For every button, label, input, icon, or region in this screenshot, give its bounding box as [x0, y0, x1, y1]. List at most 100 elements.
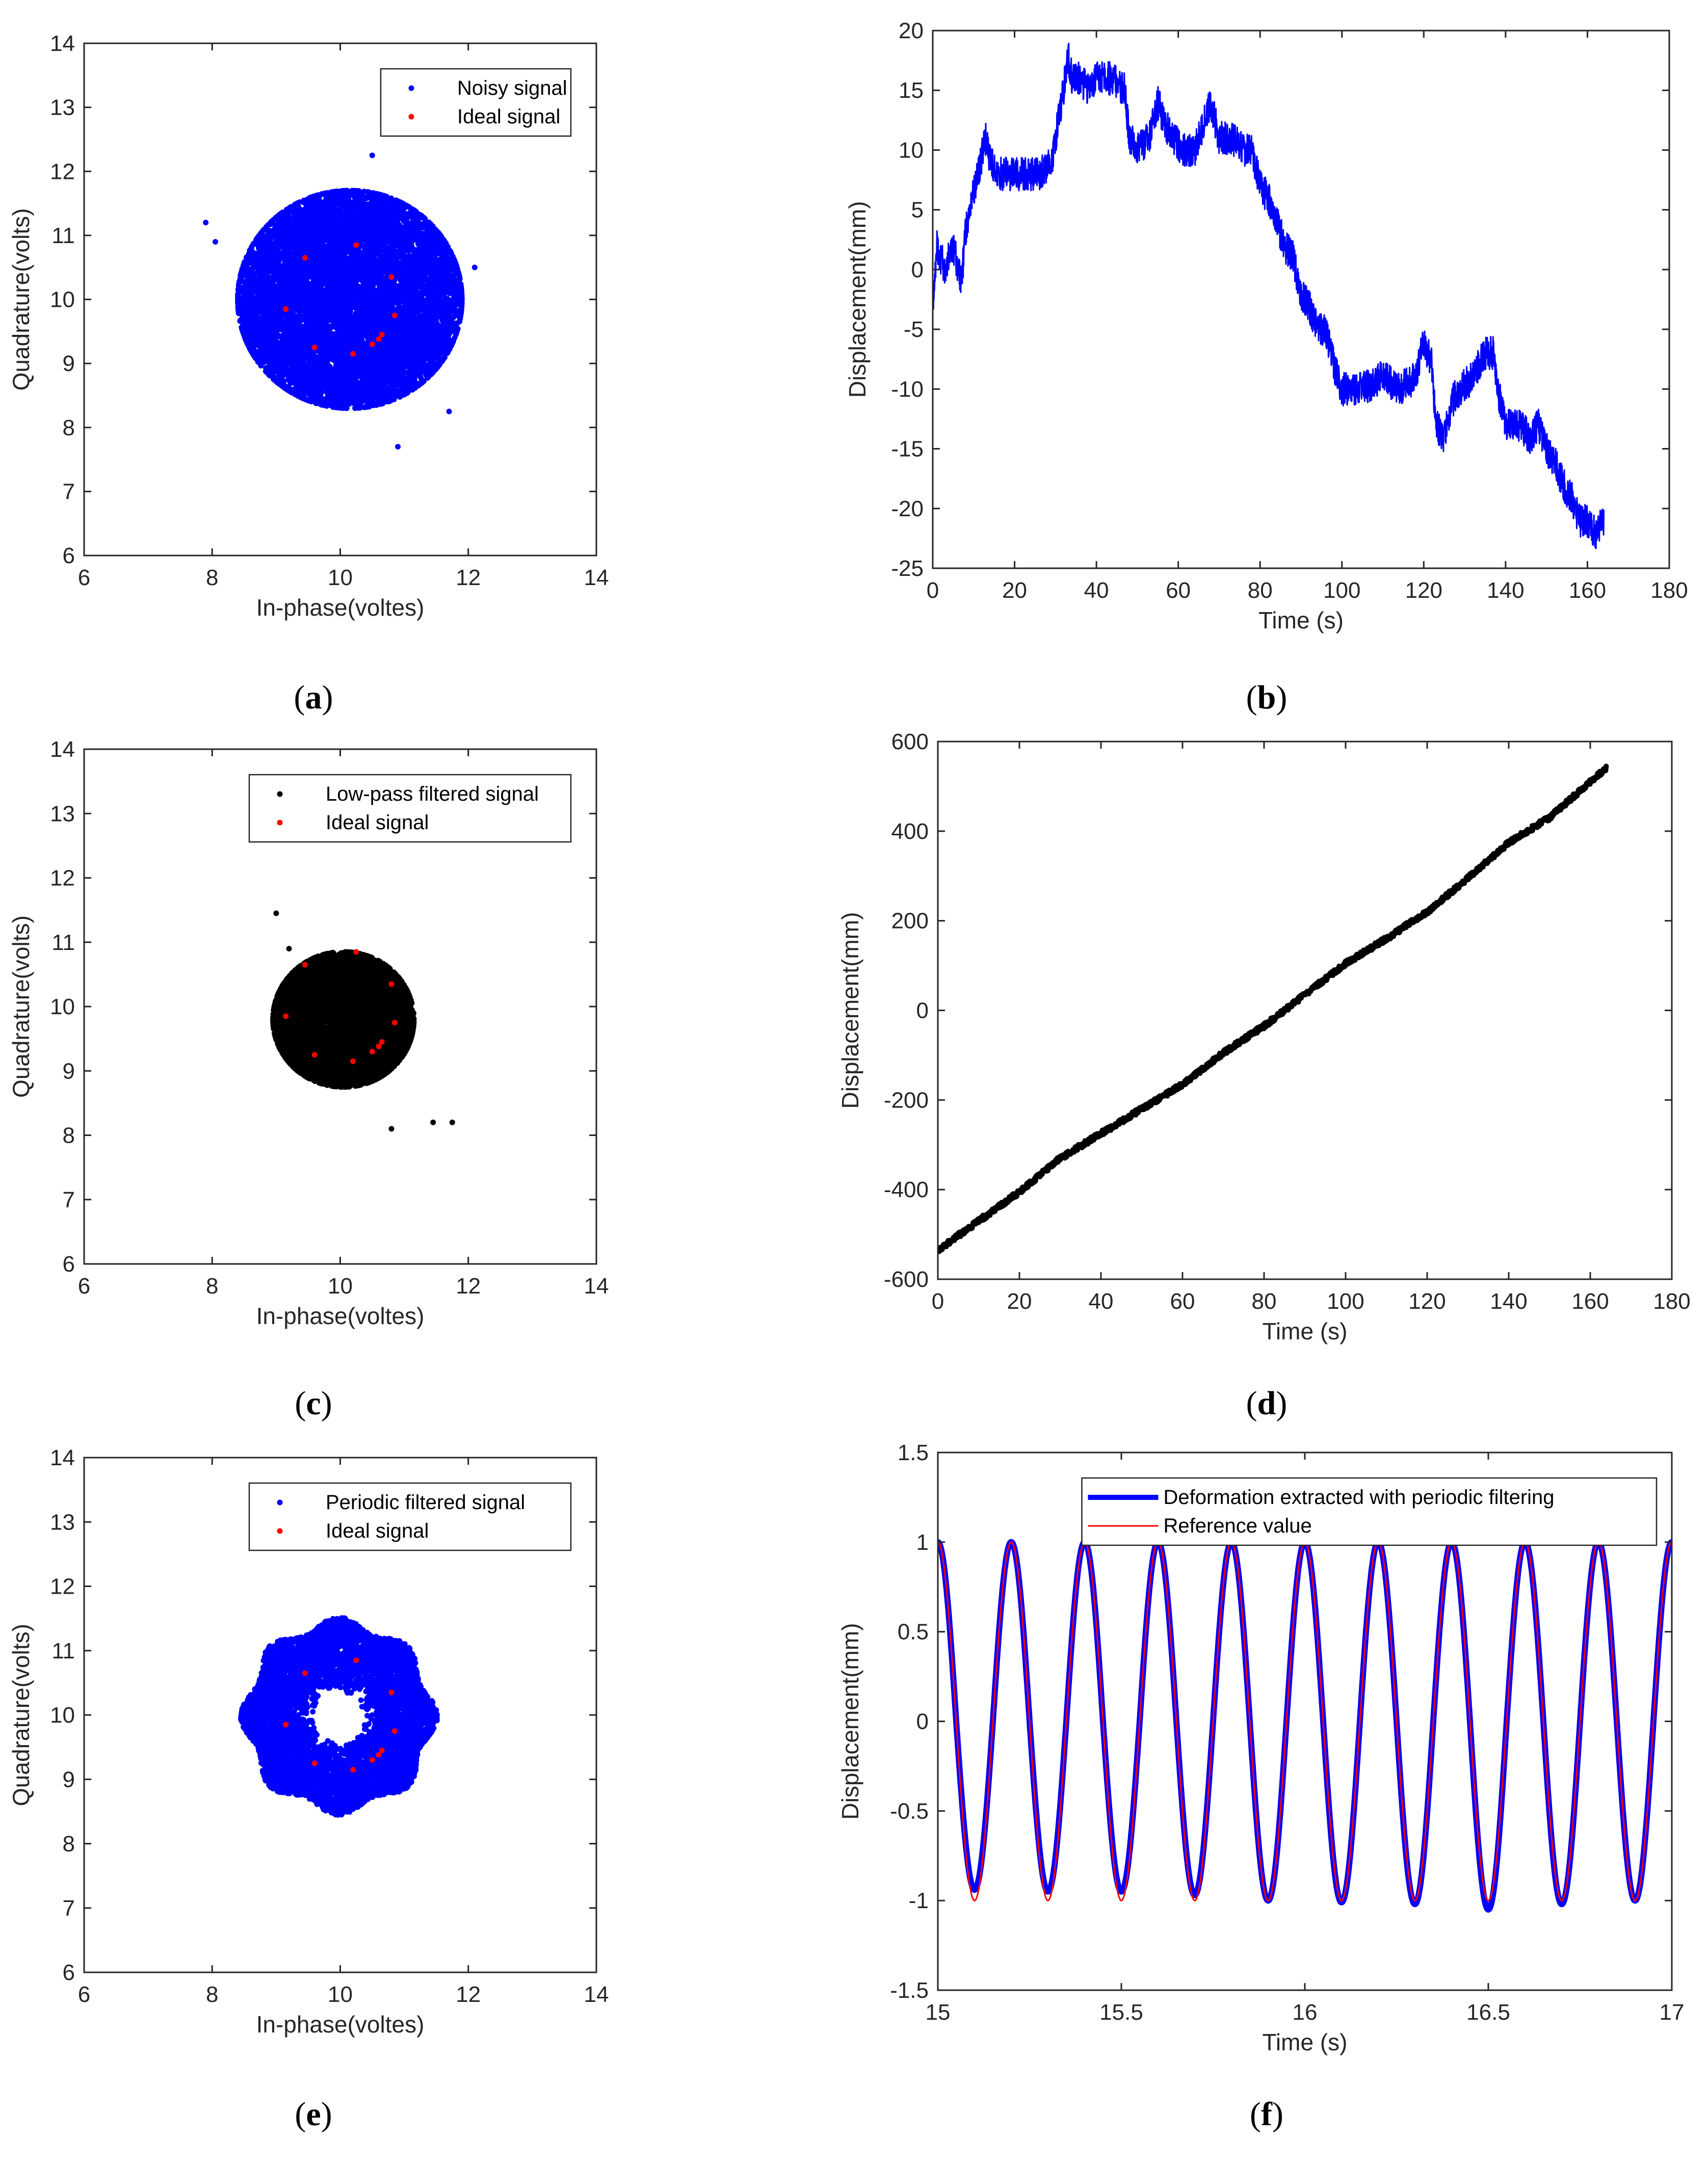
data-layer	[238, 1615, 440, 1818]
legend: Deformation extracted with periodic filt…	[1081, 1477, 1658, 1546]
y-axis-label: Displacement(mm)	[837, 1623, 863, 1820]
panel-c: 6 8 10 12 14 6 7 8 9 10 11 12 13 14 In-phase(voltes) Qu…	[8, 737, 609, 1422]
y-tick-label: -400	[884, 1177, 929, 1202]
y-tick-label: 13	[50, 95, 75, 120]
x-tick-label: 0	[932, 1289, 944, 1314]
caption-open: (	[1246, 679, 1257, 716]
caption-letter: b	[1257, 679, 1276, 716]
ideal-point	[369, 1757, 375, 1763]
x-tick-label: 12	[456, 565, 481, 590]
caption-letter: f	[1261, 2096, 1273, 2133]
series-1	[238, 1615, 440, 1818]
series-1	[203, 152, 478, 450]
y-tick-label: 10	[899, 138, 924, 163]
series-1	[270, 910, 455, 1132]
legend: Low-pass filtered signal Ideal signal	[248, 774, 572, 843]
series-2	[283, 1657, 398, 1773]
x-tick-label: 100	[1323, 578, 1360, 603]
x-axis-label: Time (s)	[1263, 2029, 1348, 2055]
ideal-point	[376, 1043, 382, 1049]
x-tick-label: 0	[927, 578, 939, 603]
legend-box	[380, 68, 572, 137]
ideal-point	[369, 1048, 375, 1054]
panel-caption: (d)	[1246, 1385, 1287, 1422]
x-tick-label: 120	[1405, 578, 1442, 603]
caption-close: )	[1276, 679, 1287, 716]
legend-label: Deformation extracted with periodic filt…	[1164, 1486, 1555, 1509]
axes-box	[932, 30, 1670, 569]
caption-close: )	[321, 1385, 332, 1422]
y-tick-label: -5	[904, 317, 924, 342]
caption-letter: a	[305, 679, 322, 716]
y-tick-label: 8	[63, 1123, 75, 1148]
ideal-point	[391, 1728, 398, 1734]
ideal-point	[388, 1689, 395, 1696]
y-tick-label: -25	[891, 556, 924, 581]
x-tick-label: 8	[206, 1274, 218, 1299]
caption-open: (	[295, 1385, 306, 1422]
y-tick-label: 10	[50, 1703, 75, 1728]
y-tick-label: 12	[50, 866, 75, 891]
y-tick-label: 7	[63, 1896, 75, 1921]
ideal-point	[311, 1760, 318, 1766]
y-tick-label: 9	[63, 351, 75, 376]
ideal-point	[311, 345, 318, 351]
x-tick-label: 16	[1293, 2000, 1318, 2025]
ideal-point	[376, 1752, 382, 1758]
legend-swatch	[277, 1499, 283, 1506]
y-tick-label: -15	[891, 437, 924, 462]
x-axis-label: Time (s)	[1258, 607, 1344, 633]
scatter-cloud	[270, 949, 417, 1090]
scatter-point	[273, 910, 279, 916]
y-tick-label: 6	[63, 1960, 75, 1985]
x-tick-label: 40	[1089, 1289, 1114, 1314]
y-tick-label: 12	[50, 1574, 75, 1599]
y-tick-label: 0	[916, 998, 929, 1023]
ideal-point	[302, 255, 308, 261]
x-tick-label: 6	[78, 1982, 90, 2007]
legend-box	[248, 774, 572, 843]
panel-caption: (b)	[1246, 679, 1287, 716]
caption-letter: d	[1257, 1385, 1276, 1422]
data-layer	[270, 910, 455, 1132]
data-layer	[933, 42, 1605, 549]
x-tick-label: 20	[1002, 578, 1027, 603]
y-tick-label: 0	[911, 257, 924, 282]
legend: Periodic filtered signal Ideal signal	[248, 1482, 572, 1551]
y-tick-label: 1.5	[898, 1440, 929, 1465]
legend-label: Ideal signal	[457, 105, 560, 128]
x-tick-label: 10	[328, 565, 353, 590]
caption-letter: e	[306, 2096, 321, 2133]
y-tick-label: 11	[51, 1639, 75, 1664]
caption-close: )	[321, 2096, 332, 2133]
x-tick-label: 80	[1248, 578, 1273, 603]
caption-close: )	[1276, 1385, 1287, 1422]
legend-swatch	[408, 114, 414, 120]
y-tick-label: -1	[909, 1888, 929, 1913]
ideal-point	[388, 274, 395, 280]
x-tick-label: 16.5	[1466, 2000, 1510, 2025]
y-tick-label: 10	[50, 287, 75, 312]
displacement-line	[933, 42, 1605, 549]
panel-d: 0 20 40 60 80 100 120 140 160 180 -600 -400 -200 0 200…	[837, 729, 1691, 1422]
ideal-point	[379, 1039, 385, 1045]
scatter-point	[430, 1119, 436, 1125]
data-layer	[203, 152, 478, 450]
y-tick-label: -1.5	[890, 1978, 929, 2003]
ideal-point	[376, 336, 382, 342]
x-tick-label: 140	[1487, 578, 1524, 603]
x-tick-label: 15.5	[1099, 2000, 1143, 2025]
y-tick-label: 13	[50, 801, 75, 826]
ideal-point	[311, 1052, 318, 1058]
x-tick-label: 12	[456, 1982, 481, 2007]
x-tick-label: 14	[584, 1274, 609, 1299]
y-tick-label: 14	[50, 31, 75, 56]
x-tick-label: 140	[1490, 1289, 1527, 1314]
data-layer	[938, 763, 1609, 1254]
y-axis-label: Displacement(mm)	[837, 912, 863, 1109]
ideal-point	[353, 949, 359, 955]
ideal-point	[379, 332, 385, 338]
caption-letter: c	[306, 1385, 321, 1422]
x-tick-label: 15	[926, 2000, 951, 2025]
